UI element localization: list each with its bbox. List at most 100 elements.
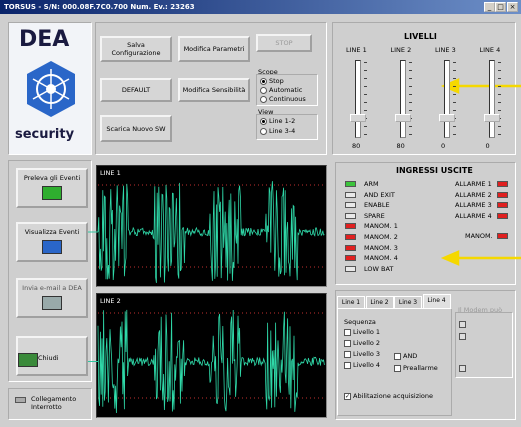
level-tick <box>364 126 367 127</box>
tab[interactable]: Line 4 <box>422 294 451 308</box>
scope-radio-label: Continuous <box>269 95 306 103</box>
view-radio[interactable]: Line 3-4 <box>260 127 295 135</box>
level-tick <box>453 70 456 71</box>
default-button[interactable]: DEFAULT <box>100 78 172 102</box>
level-tick <box>497 70 501 71</box>
status-panel: Collegamento Interrotto <box>8 388 92 420</box>
level-line-label: LINE 2 <box>390 46 412 54</box>
close-button[interactable]: × <box>507 2 518 12</box>
level-thumb[interactable] <box>350 114 366 122</box>
side-button[interactable]: Invia e-mail a DEA <box>16 278 88 318</box>
level-track <box>355 60 361 138</box>
maximize-button[interactable]: □ <box>495 2 506 12</box>
sensitivity-button[interactable]: Modifica Sensibilità <box>178 78 250 102</box>
level-tick <box>408 126 412 127</box>
io-panel <box>335 162 516 285</box>
input-label: AND EXIT <box>364 190 395 199</box>
level-tick <box>408 134 412 135</box>
scope-radio[interactable]: Stop <box>260 77 284 85</box>
level-tick <box>364 70 367 71</box>
tab[interactable]: Line 1 <box>337 296 365 308</box>
input-label: LOW BAT <box>364 264 394 273</box>
side-button[interactable]: Chiudi <box>16 336 88 376</box>
scope-radio[interactable]: Continuous <box>260 95 306 103</box>
level-thumb[interactable] <box>439 114 455 122</box>
modem-option <box>459 365 466 372</box>
level-tick <box>497 110 501 111</box>
save-button[interactable]: Salva Configurazione <box>100 36 172 62</box>
scope-line-label: LINE 2 <box>100 297 121 305</box>
level-thumb[interactable] <box>394 114 411 122</box>
input-indicator <box>345 202 356 209</box>
level-checkbox[interactable]: Livello 3 <box>344 350 380 358</box>
acquire-checkbox[interactable]: ✓ Abilitazione acquisizione <box>344 392 434 400</box>
level-tick <box>497 134 501 135</box>
level-checkbox[interactable]: Livello 4 <box>344 361 380 369</box>
side-button-icon <box>18 353 38 367</box>
view-radio[interactable]: Line 1-2 <box>260 117 295 125</box>
download-button[interactable]: Scarica Nuovo SW <box>100 115 172 142</box>
level-checkbox-label: Livello 4 <box>353 361 381 369</box>
level-value: 0 <box>441 142 446 150</box>
level-track <box>444 60 450 138</box>
stop-button[interactable]: STOP <box>256 34 312 52</box>
tab[interactable]: Line 2 <box>365 296 394 308</box>
level-checkbox[interactable]: Livello 2 <box>344 339 380 347</box>
levels-title: LIVELLI <box>404 32 437 41</box>
title-bar: TORSUS - S/N: 000.08F.7C0.700 Num. Ev.: … <box>0 0 521 14</box>
and-label: AND <box>403 352 418 360</box>
input-label: MANOM. 2 <box>364 233 398 241</box>
output-indicator <box>497 233 508 239</box>
input-indicator <box>345 223 356 230</box>
level-tick <box>453 102 456 103</box>
side-button[interactable]: Preleva gli Eventi <box>16 168 88 208</box>
logo-tagline: security <box>15 127 75 142</box>
view-group <box>256 114 318 140</box>
level-tick <box>364 94 367 95</box>
level-value: 80 <box>396 142 405 150</box>
level-tick <box>453 134 456 135</box>
side-button-icon <box>42 296 62 310</box>
status-text: Collegamento Interrotto <box>31 395 77 411</box>
input-indicator <box>345 191 356 198</box>
view-label: View <box>258 108 274 116</box>
level-tick <box>408 62 412 63</box>
level-tick <box>408 86 412 87</box>
modem-group <box>455 312 513 378</box>
input-indicator <box>345 234 356 240</box>
scope-label: Scope <box>258 68 278 76</box>
scope-line-label: LINE 1 <box>100 169 121 177</box>
modem-label: Il Modem può <box>458 306 503 314</box>
scope-trace <box>97 309 325 414</box>
acquire-label: Abilitazione acquisizione <box>353 392 434 400</box>
output-indicator <box>497 181 508 187</box>
level-tick <box>408 102 412 103</box>
logo-brand: DEA <box>19 27 70 52</box>
side-button[interactable]: Visualizza Eventi <box>16 222 88 262</box>
level-tick <box>453 126 456 127</box>
and-checkbox[interactable]: AND <box>394 352 417 360</box>
output-label: ALLARME 3 <box>455 201 492 210</box>
sequence-label: Sequenza <box>344 318 376 326</box>
minimize-button[interactable]: _ <box>484 2 495 12</box>
prealarm-checkbox[interactable]: Preallarme <box>394 364 438 372</box>
input-label: MANOM. 4 <box>364 254 398 263</box>
tab-content <box>337 308 452 416</box>
level-tick <box>364 86 367 87</box>
params-button[interactable]: Modifica Parametri <box>178 36 250 62</box>
level-tick <box>497 102 501 103</box>
tab[interactable]: Line 3 <box>394 296 422 308</box>
status-indicator <box>15 397 26 403</box>
level-checkbox[interactable]: Livello 1 <box>344 328 380 336</box>
level-tick <box>453 78 456 79</box>
input-label: MANOM. 3 <box>364 243 398 252</box>
scope-radio-label: Automatic <box>269 86 303 94</box>
level-track <box>488 60 495 138</box>
level-tick <box>453 110 456 111</box>
scope-radio[interactable]: Automatic <box>260 86 302 94</box>
level-thumb[interactable] <box>483 114 500 122</box>
scope-trace <box>97 181 325 283</box>
level-value: 0 <box>485 142 490 150</box>
level-tick <box>497 126 501 127</box>
